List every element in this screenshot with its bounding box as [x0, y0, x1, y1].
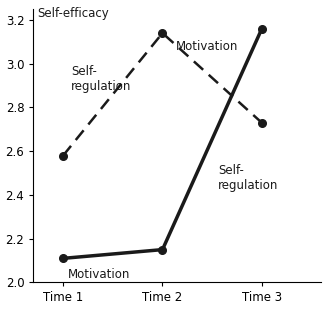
Text: Motivation: Motivation — [175, 40, 238, 53]
Text: Self-
regulation: Self- regulation — [218, 164, 279, 192]
Text: Self-efficacy: Self-efficacy — [38, 7, 109, 20]
Text: Motivation: Motivation — [68, 268, 130, 281]
Text: Self-
regulation: Self- regulation — [71, 65, 131, 93]
